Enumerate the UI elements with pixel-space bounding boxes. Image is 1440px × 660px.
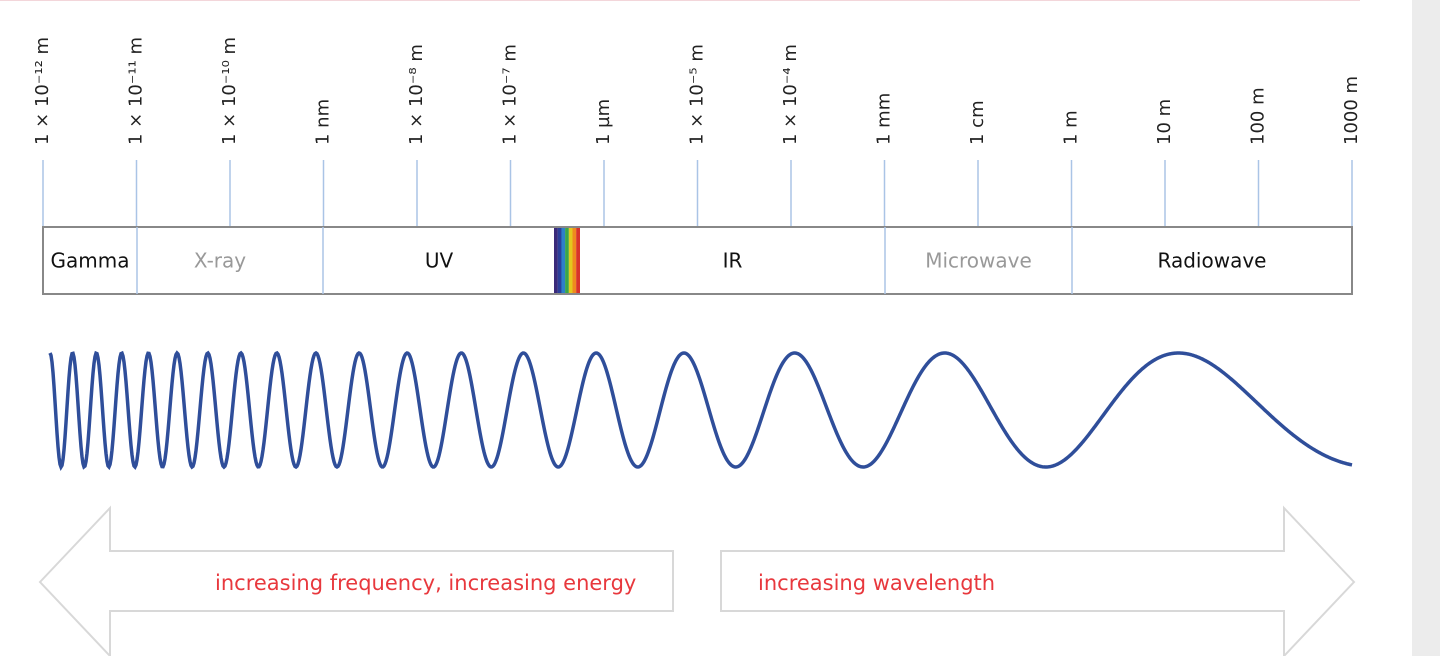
tick-label: 1 cm xyxy=(967,100,988,145)
band-box xyxy=(42,226,1353,295)
tick-label: 1 × 10⁻¹² m xyxy=(32,37,53,145)
tick-label: 1 × 10⁻¹⁰ m xyxy=(219,37,240,145)
tick-label: 1 nm xyxy=(313,99,334,145)
left-arrow-label: increasing frequency, increasing energy xyxy=(215,571,636,595)
tick-label: 1 × 10⁻⁵ m xyxy=(687,44,708,145)
tick-label: 1 × 10⁻⁴ m xyxy=(780,44,801,145)
color-stripe xyxy=(576,228,580,293)
band-label: X-ray xyxy=(194,249,246,273)
color-stripe xyxy=(557,228,562,293)
band-label: Gamma xyxy=(51,249,130,273)
wave xyxy=(48,350,1353,471)
right-arrow-label: increasing wavelength xyxy=(758,571,995,595)
scrollbar xyxy=(1412,0,1440,656)
tick-label: 1 µm xyxy=(593,99,614,145)
right-arrow xyxy=(720,505,1356,659)
tick-label: 1 × 10⁻⁸ m xyxy=(406,44,427,145)
tick-label: 1000 m xyxy=(1341,76,1362,145)
color-stripe xyxy=(568,228,573,293)
band-label: Radiowave xyxy=(1158,249,1267,273)
color-stripe xyxy=(572,228,577,293)
band-label: IR xyxy=(723,249,743,273)
band-label: Microwave xyxy=(925,249,1032,273)
tick-label: 100 m xyxy=(1248,87,1269,145)
color-stripe xyxy=(554,228,558,293)
visible-light xyxy=(554,228,580,293)
color-stripe xyxy=(561,228,566,293)
color-stripe xyxy=(565,228,569,293)
left-arrow xyxy=(38,505,674,659)
tick-label: 1 × 10⁻⁷ m xyxy=(500,44,521,145)
band-label: UV xyxy=(425,249,454,273)
tick-label: 10 m xyxy=(1154,99,1175,145)
tick-label: 1 × 10⁻¹¹ m xyxy=(126,37,147,145)
tick-label: 1 mm xyxy=(874,93,895,145)
tick-label: 1 m xyxy=(1061,110,1082,145)
